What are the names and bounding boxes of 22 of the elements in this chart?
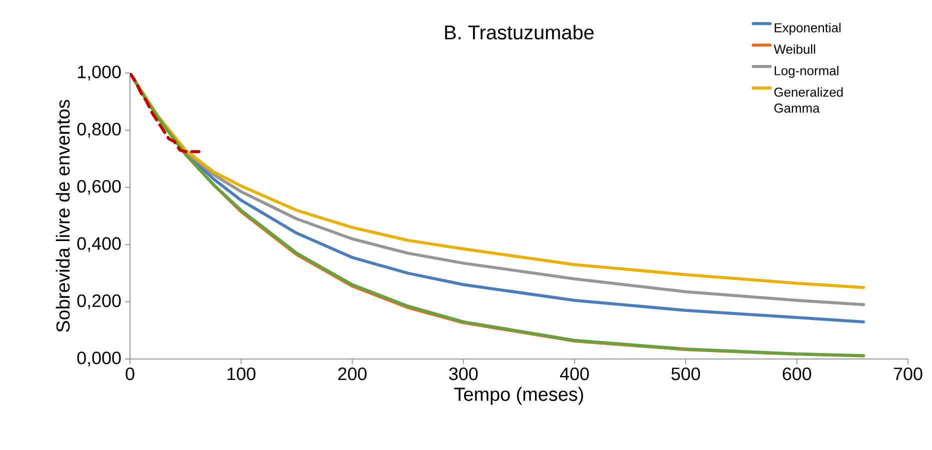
y-axis-title: Sobrevida livre de enventos: [56, 100, 70, 332]
y-tick-label: 0,600: [77, 180, 121, 195]
x-tick-label: 0: [126, 368, 134, 380]
x-tick-label: 500: [671, 368, 700, 380]
x-tick-label: 700: [894, 368, 922, 380]
x-tick-label: 200: [338, 368, 367, 380]
legend-label: Log-normal: [774, 66, 838, 78]
legend-label: Generalized Gamma: [774, 87, 843, 113]
y-tick-label: 0,400: [77, 237, 121, 252]
x-tick-label: 400: [560, 368, 589, 380]
legend-label: Weibull: [774, 44, 816, 54]
y-tick-label: 0,800: [77, 122, 121, 138]
x-tick-label: 600: [782, 368, 812, 380]
line-series: [130, 72, 200, 154]
x-tick-label: 100: [228, 368, 256, 380]
x-axis-title: Tempo (meses): [454, 387, 584, 405]
y-tick-label: 1,000: [78, 66, 121, 80]
y-tick-label: 0,000: [77, 352, 121, 366]
legend-label: Exponential: [774, 22, 841, 35]
x-tick-label: 300: [449, 368, 478, 380]
chart-title: B. Trastuzumabe: [445, 24, 594, 40]
y-tick-label: 0,200: [77, 294, 121, 310]
